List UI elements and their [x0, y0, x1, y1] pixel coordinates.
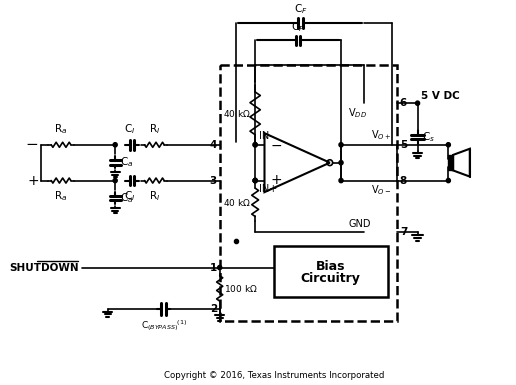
Text: 1: 1	[209, 263, 217, 273]
Circle shape	[253, 143, 257, 147]
Text: −: −	[270, 139, 282, 153]
Circle shape	[253, 143, 257, 147]
Circle shape	[446, 143, 450, 147]
Text: 2: 2	[209, 304, 217, 314]
Text: 40 k$\Omega$: 40 k$\Omega$	[223, 108, 251, 119]
Circle shape	[253, 178, 257, 182]
Text: IN-: IN-	[259, 131, 272, 141]
Text: R$_I$: R$_I$	[149, 122, 160, 136]
Text: R$_I$: R$_I$	[149, 189, 160, 203]
Text: 5 V DC: 5 V DC	[421, 91, 460, 101]
Circle shape	[339, 178, 343, 182]
Text: 40 k$\Omega$: 40 k$\Omega$	[223, 197, 251, 208]
Circle shape	[253, 178, 257, 182]
Circle shape	[339, 143, 343, 147]
Text: −: −	[26, 137, 39, 152]
Text: C$_a$: C$_a$	[120, 155, 133, 169]
Text: C$_I$: C$_I$	[124, 189, 136, 203]
Bar	[448, 155, 453, 171]
Bar	[274, 246, 388, 296]
Circle shape	[113, 143, 117, 147]
Text: +: +	[27, 174, 39, 187]
Circle shape	[446, 178, 450, 182]
Text: C$_I$: C$_I$	[124, 122, 136, 136]
Text: 3: 3	[209, 176, 217, 186]
Text: C$_a$: C$_a$	[120, 191, 133, 205]
Circle shape	[218, 265, 222, 270]
Text: 7: 7	[400, 227, 407, 237]
Text: 5: 5	[400, 140, 407, 150]
Text: R$_a$: R$_a$	[54, 122, 68, 136]
Text: SHUTDOWN: SHUTDOWN	[9, 263, 79, 273]
Text: C$_F$: C$_F$	[294, 2, 307, 16]
Text: C$_s$: C$_s$	[422, 130, 435, 144]
Text: V$_{O+}$: V$_{O+}$	[371, 128, 392, 142]
Circle shape	[113, 178, 117, 182]
Text: 4: 4	[209, 140, 217, 150]
Text: R$_a$: R$_a$	[54, 189, 68, 203]
Text: V$_{O-}$: V$_{O-}$	[371, 184, 392, 197]
Text: Bias: Bias	[316, 260, 346, 273]
Text: Copyright © 2016, Texas Instruments Incorporated: Copyright © 2016, Texas Instruments Inco…	[164, 372, 384, 380]
Text: Circuitry: Circuitry	[301, 272, 361, 285]
Text: IN+: IN+	[259, 184, 277, 194]
Circle shape	[234, 239, 238, 244]
Text: 100 k$\Omega$: 100 k$\Omega$	[224, 283, 258, 294]
Circle shape	[415, 101, 420, 105]
Text: 6: 6	[400, 98, 407, 108]
Text: C$_{(BYPASS)}$$^{(1)}$: C$_{(BYPASS)}$$^{(1)}$	[140, 319, 187, 334]
Text: GND: GND	[348, 219, 371, 229]
Text: C$_F$: C$_F$	[292, 20, 305, 33]
Text: +: +	[270, 172, 282, 187]
Circle shape	[339, 161, 343, 165]
Circle shape	[253, 178, 257, 182]
Text: V$_{DD}$: V$_{DD}$	[348, 106, 367, 120]
Text: 8: 8	[400, 176, 407, 186]
